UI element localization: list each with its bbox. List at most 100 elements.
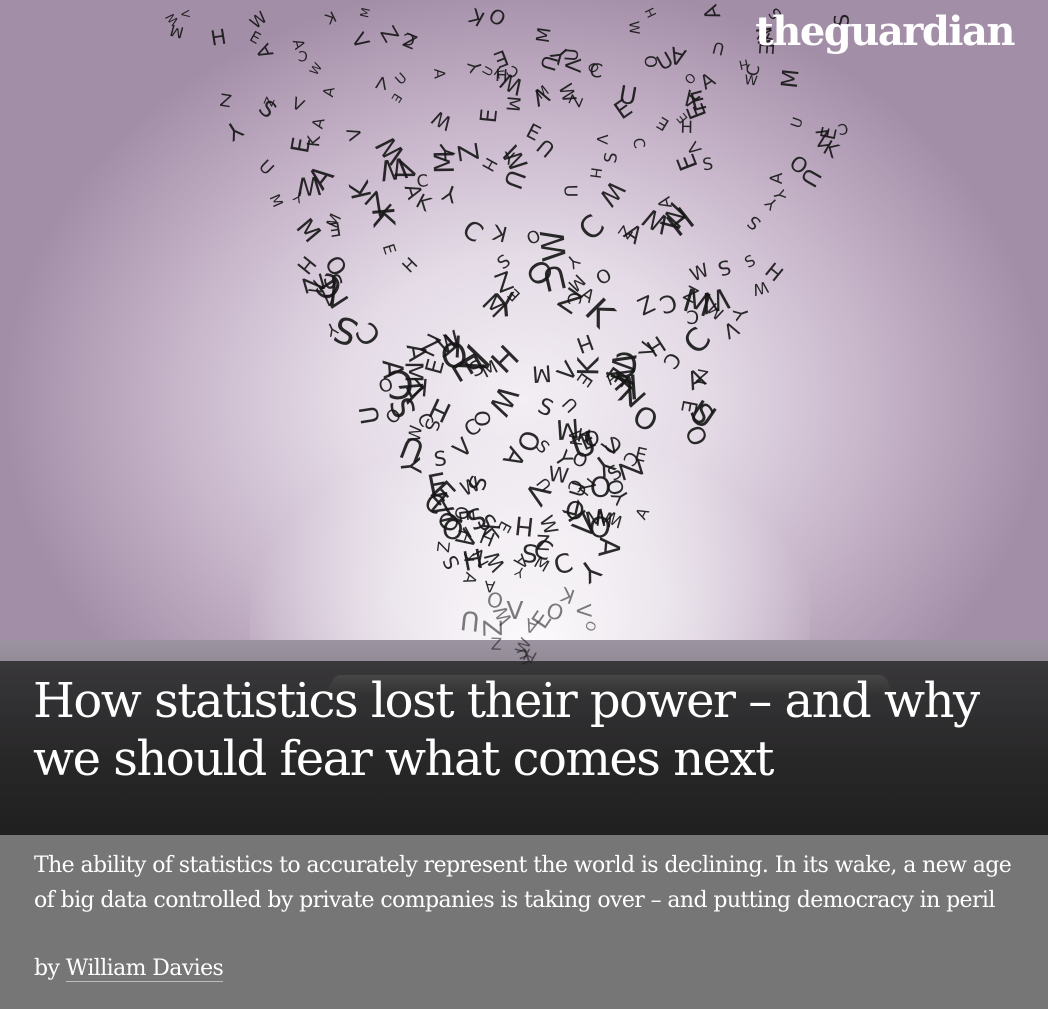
svg-text:Z: Z	[219, 88, 234, 110]
svg-text:E: E	[327, 217, 342, 241]
svg-text:A: A	[309, 116, 329, 131]
article-headline: How statistics lost their power – and wh…	[33, 673, 980, 787]
svg-text:E: E	[653, 113, 672, 135]
svg-text:V: V	[289, 94, 308, 116]
svg-text:O: O	[641, 55, 661, 69]
svg-text:V: V	[506, 596, 523, 625]
svg-text:A: A	[484, 577, 496, 596]
svg-text:A: A	[591, 536, 627, 559]
svg-text:O: O	[593, 265, 616, 290]
svg-text:K: K	[476, 522, 503, 540]
svg-text:S: S	[534, 393, 557, 422]
svg-text:Y: Y	[493, 285, 518, 325]
svg-text:V: V	[593, 134, 612, 146]
svg-text:A: A	[522, 613, 541, 637]
svg-text:Y: Y	[769, 187, 789, 202]
svg-text:Z: Z	[694, 366, 710, 389]
svg-text:S: S	[744, 211, 765, 234]
svg-text:A: A	[430, 68, 448, 80]
svg-text:Y: Y	[464, 58, 488, 76]
byline: by William Davies	[34, 952, 224, 985]
svg-text:O: O	[602, 476, 629, 498]
svg-text:H: H	[642, 5, 660, 20]
svg-text:K: K	[440, 327, 463, 363]
svg-text:U: U	[459, 604, 481, 636]
svg-text:A: A	[320, 86, 339, 99]
svg-text:C: C	[588, 59, 604, 82]
svg-text:C: C	[629, 137, 648, 150]
svg-text:Y: Y	[439, 178, 462, 208]
svg-text:C: C	[298, 47, 309, 64]
svg-text:M: M	[751, 25, 777, 46]
svg-text:W: W	[378, 150, 410, 187]
svg-text:M: M	[777, 68, 805, 90]
svg-text:W: W	[625, 21, 642, 36]
svg-text:C: C	[386, 360, 415, 406]
svg-text:O: O	[449, 504, 471, 521]
svg-text:S: S	[742, 251, 759, 271]
svg-text:C: C	[656, 287, 681, 319]
svg-text:K: K	[613, 365, 640, 407]
svg-text:C: C	[614, 345, 638, 384]
standfirst-area	[0, 835, 1048, 1009]
svg-text:V: V	[343, 124, 367, 143]
svg-text:M: M	[429, 150, 460, 174]
svg-text:W: W	[404, 424, 426, 444]
svg-text:C: C	[457, 214, 488, 249]
svg-text:U: U	[711, 38, 727, 59]
svg-text:S: S	[829, 14, 853, 27]
svg-text:Z: Z	[536, 531, 551, 556]
svg-text:V: V	[178, 9, 192, 19]
svg-text:O: O	[524, 225, 544, 248]
guardian-logo[interactable]: theguardian	[755, 8, 1015, 55]
svg-text:A: A	[655, 194, 677, 210]
svg-text:E: E	[633, 444, 649, 467]
svg-text:S: S	[522, 538, 538, 567]
svg-text:E: E	[687, 85, 710, 117]
svg-text:E: E	[676, 398, 702, 415]
svg-text:A: A	[321, 285, 338, 311]
svg-text:Z: Z	[453, 141, 486, 164]
svg-text:O: O	[485, 3, 510, 31]
svg-text:C: C	[686, 306, 699, 327]
svg-text:A: A	[376, 358, 410, 380]
svg-text:Y: Y	[393, 455, 426, 476]
svg-text:V: V	[559, 58, 584, 73]
svg-text:V: V	[634, 339, 661, 359]
svg-text:W: W	[547, 462, 571, 489]
svg-text:C: C	[677, 321, 719, 362]
svg-text:U: U	[392, 70, 410, 89]
svg-text:S: S	[601, 151, 622, 165]
svg-text:A: A	[766, 172, 786, 185]
svg-text:W: W	[495, 141, 533, 177]
svg-text:K: K	[364, 206, 401, 230]
svg-text:K: K	[304, 134, 325, 148]
svg-text:Y: Y	[573, 551, 607, 589]
svg-text:U: U	[254, 157, 277, 180]
svg-text:M: M	[501, 95, 523, 112]
svg-text:O: O	[376, 374, 395, 398]
headline-band	[0, 661, 1048, 835]
svg-text:H: H	[738, 56, 750, 73]
svg-text:U: U	[560, 184, 580, 197]
svg-text:W: W	[602, 351, 643, 387]
svg-text:W: W	[533, 228, 574, 263]
author-link[interactable]: William Davies	[65, 956, 224, 982]
svg-text:H: H	[680, 117, 693, 137]
svg-text:H: H	[495, 65, 509, 86]
svg-text:Z: Z	[814, 124, 832, 151]
svg-text:U: U	[354, 404, 386, 427]
svg-text:O: O	[583, 619, 601, 634]
svg-text:C: C	[563, 292, 584, 305]
svg-text:U: U	[564, 479, 591, 500]
svg-text:M: M	[531, 359, 552, 386]
svg-text:K: K	[410, 372, 429, 401]
svg-text:W: W	[307, 60, 325, 78]
svg-text:W: W	[743, 73, 758, 89]
svg-text:A: A	[289, 37, 308, 51]
svg-text:E: E	[388, 91, 405, 106]
svg-text:O: O	[470, 409, 496, 428]
svg-text:C: C	[550, 548, 576, 582]
svg-text:E: E	[379, 241, 400, 256]
